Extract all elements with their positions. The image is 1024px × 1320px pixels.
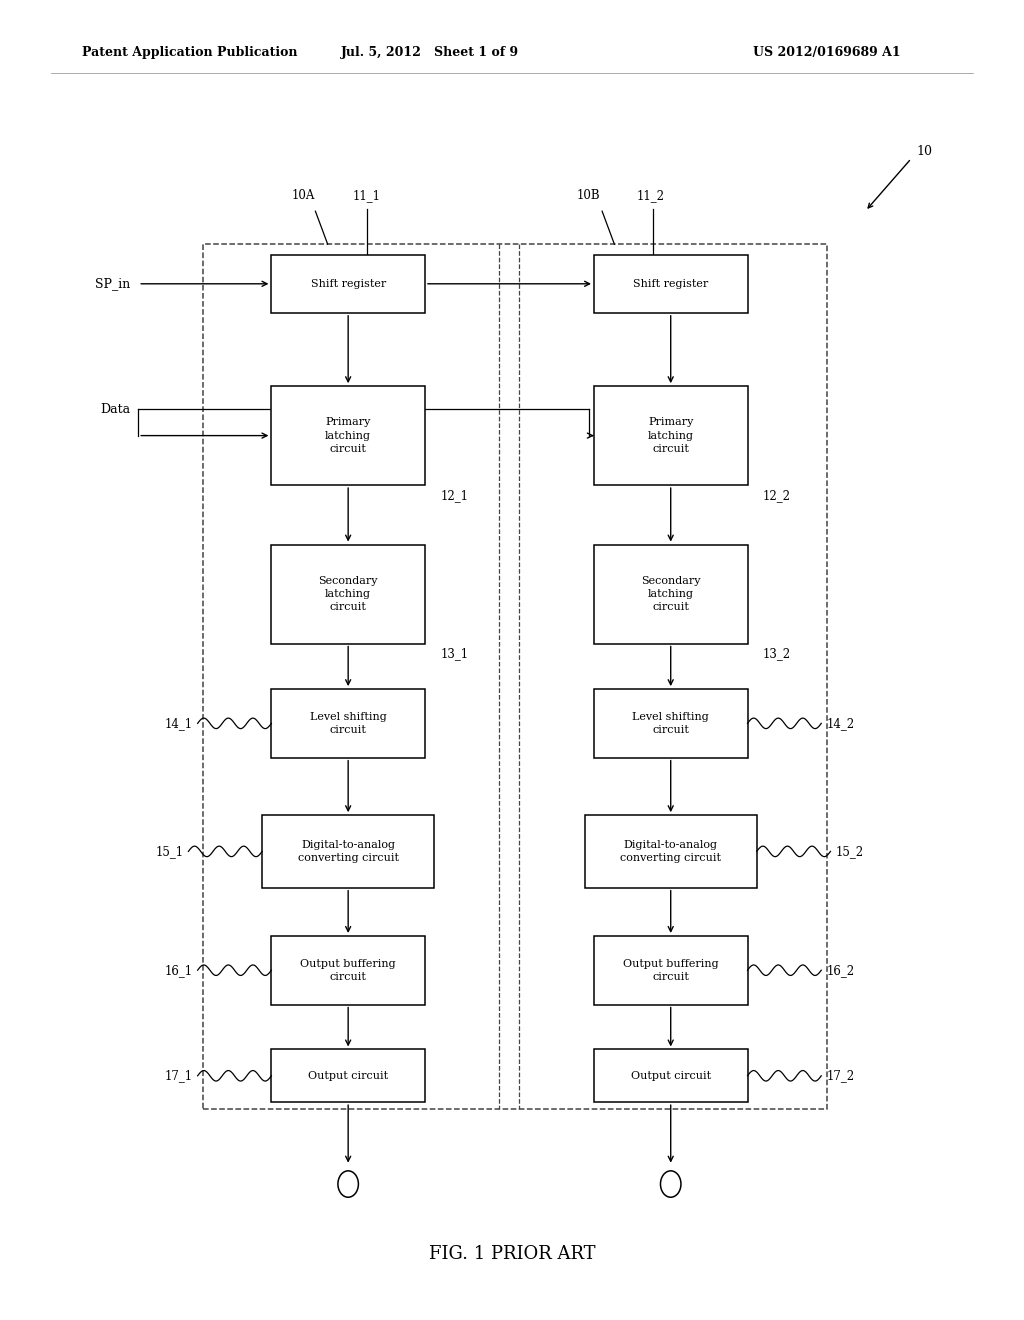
Bar (271, 385, 425, 484)
Bar (203, 244, 827, 1109)
Bar (271, 545, 425, 644)
Text: Shift register: Shift register (633, 279, 709, 289)
Text: 14_2: 14_2 (826, 717, 854, 730)
Circle shape (338, 1171, 358, 1197)
Text: Secondary
latching
circuit: Secondary latching circuit (641, 576, 700, 612)
Bar (594, 255, 748, 313)
Text: Output circuit: Output circuit (308, 1071, 388, 1081)
Text: FIG. 1 PRIOR ART: FIG. 1 PRIOR ART (429, 1245, 595, 1263)
Text: 10: 10 (916, 145, 933, 158)
Circle shape (660, 1171, 681, 1197)
Text: 16_1: 16_1 (165, 964, 193, 977)
Text: Jul. 5, 2012   Sheet 1 of 9: Jul. 5, 2012 Sheet 1 of 9 (341, 46, 519, 59)
Text: Digital-to-analog
converting circuit: Digital-to-analog converting circuit (621, 840, 721, 863)
Text: Primary
latching
circuit: Primary latching circuit (326, 417, 371, 454)
Text: Patent Application Publication: Patent Application Publication (82, 46, 297, 59)
Text: 13_1: 13_1 (440, 648, 468, 660)
Text: SP_in: SP_in (95, 277, 130, 290)
Bar (594, 545, 748, 644)
Bar (594, 385, 748, 484)
Bar (594, 689, 748, 758)
Text: Level shifting
circuit: Level shifting circuit (310, 711, 386, 735)
Bar (271, 689, 425, 758)
Text: 14_1: 14_1 (165, 717, 193, 730)
Bar (585, 814, 757, 887)
Text: Output circuit: Output circuit (631, 1071, 711, 1081)
Bar (262, 814, 434, 887)
Bar (594, 1049, 748, 1102)
Text: Secondary
latching
circuit: Secondary latching circuit (318, 576, 378, 612)
Text: Shift register: Shift register (310, 279, 386, 289)
Text: 15_1: 15_1 (156, 845, 183, 858)
Bar (594, 936, 748, 1005)
Bar (271, 1049, 425, 1102)
Text: 13_2: 13_2 (763, 648, 791, 660)
Text: 11_1: 11_1 (352, 189, 381, 202)
Text: 16_2: 16_2 (826, 964, 854, 977)
Text: Level shifting
circuit: Level shifting circuit (633, 711, 709, 735)
Bar (271, 936, 425, 1005)
Text: 17_2: 17_2 (826, 1069, 854, 1082)
Text: Data: Data (100, 403, 130, 416)
Text: US 2012/0169689 A1: US 2012/0169689 A1 (754, 46, 901, 59)
Text: Output buffering
circuit: Output buffering circuit (300, 958, 396, 982)
Text: 10B: 10B (577, 189, 601, 202)
Bar (271, 255, 425, 313)
Text: 12_2: 12_2 (763, 490, 791, 502)
Text: Primary
latching
circuit: Primary latching circuit (648, 417, 693, 454)
Text: 17_1: 17_1 (165, 1069, 193, 1082)
Text: 10A: 10A (292, 189, 314, 202)
Text: Output buffering
circuit: Output buffering circuit (623, 958, 719, 982)
Text: 15_2: 15_2 (836, 845, 863, 858)
Text: 12_1: 12_1 (440, 490, 468, 502)
Text: Digital-to-analog
converting circuit: Digital-to-analog converting circuit (298, 840, 398, 863)
Text: 11_2: 11_2 (636, 189, 665, 202)
